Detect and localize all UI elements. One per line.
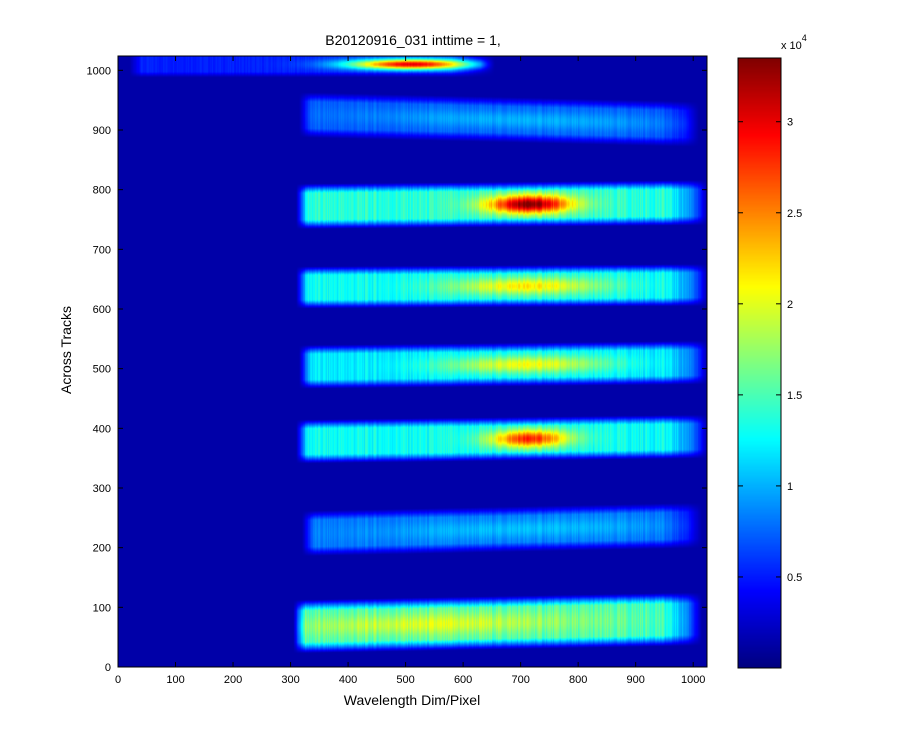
colorbar-tick-label: 2 xyxy=(787,299,793,311)
x-tick-label: 200 xyxy=(224,674,242,686)
y-tick-label: 600 xyxy=(93,304,111,316)
colorbar-multiplier-base: x 10 xyxy=(781,40,802,52)
colorbar-tick-label: 1.5 xyxy=(787,390,802,402)
x-tick-label: 400 xyxy=(339,674,357,686)
colorbar-multiplier-exponent: 4 xyxy=(802,33,807,43)
x-tick-label: 500 xyxy=(396,674,414,686)
colorbar-multiplier: x 104 xyxy=(781,33,807,52)
colorbar-gradient xyxy=(738,58,781,668)
x-tick-label: 100 xyxy=(166,674,184,686)
x-tick-label: 900 xyxy=(626,674,644,686)
colorbar-tick-label: 1 xyxy=(787,481,793,493)
y-tick-label: 100 xyxy=(93,602,111,614)
x-axis-label: Wavelength Dim/Pixel xyxy=(344,692,480,708)
colorbar: 0.5 1 1.5 2 2.5 3 x 104 xyxy=(737,33,807,669)
plot-frame xyxy=(117,55,708,668)
y-tick-label: 700 xyxy=(93,244,111,256)
y-tick-label: 500 xyxy=(93,364,111,376)
y-tick-label: 900 xyxy=(93,125,111,137)
heatmap-image xyxy=(118,56,707,667)
x-tick-label: 800 xyxy=(569,674,587,686)
colorbar-ticks: 0.5 1 1.5 2 2.5 3 xyxy=(738,117,802,584)
colorbar-tick-label: 2.5 xyxy=(787,208,802,220)
colorbar-tick-label: 0.5 xyxy=(787,572,802,584)
y-tick-label: 1000 xyxy=(87,65,111,77)
x-tick-label: 1000 xyxy=(681,674,705,686)
y-tick-label: 0 xyxy=(105,662,111,674)
x-axis: 0 100 200 300 400 500 600 700 800 900 1000 xyxy=(115,56,705,686)
y-tick-label: 300 xyxy=(93,483,111,495)
chart-title: B20120916_031 inttime = 1, xyxy=(325,32,501,48)
x-tick-label: 300 xyxy=(281,674,299,686)
colorbar-tick-label: 3 xyxy=(787,117,793,129)
y-tick-label: 200 xyxy=(93,543,111,555)
y-tick-label: 800 xyxy=(93,185,111,197)
y-axis: 0 100 200 300 400 500 600 700 800 900 1000 xyxy=(87,65,707,674)
x-tick-label: 0 xyxy=(115,674,121,686)
colorbar-frame xyxy=(737,57,782,669)
plot-area xyxy=(117,55,708,668)
x-tick-label: 700 xyxy=(511,674,529,686)
y-tick-label: 400 xyxy=(93,423,111,435)
x-tick-label: 600 xyxy=(454,674,472,686)
y-axis-label: Across Tracks xyxy=(58,306,74,394)
